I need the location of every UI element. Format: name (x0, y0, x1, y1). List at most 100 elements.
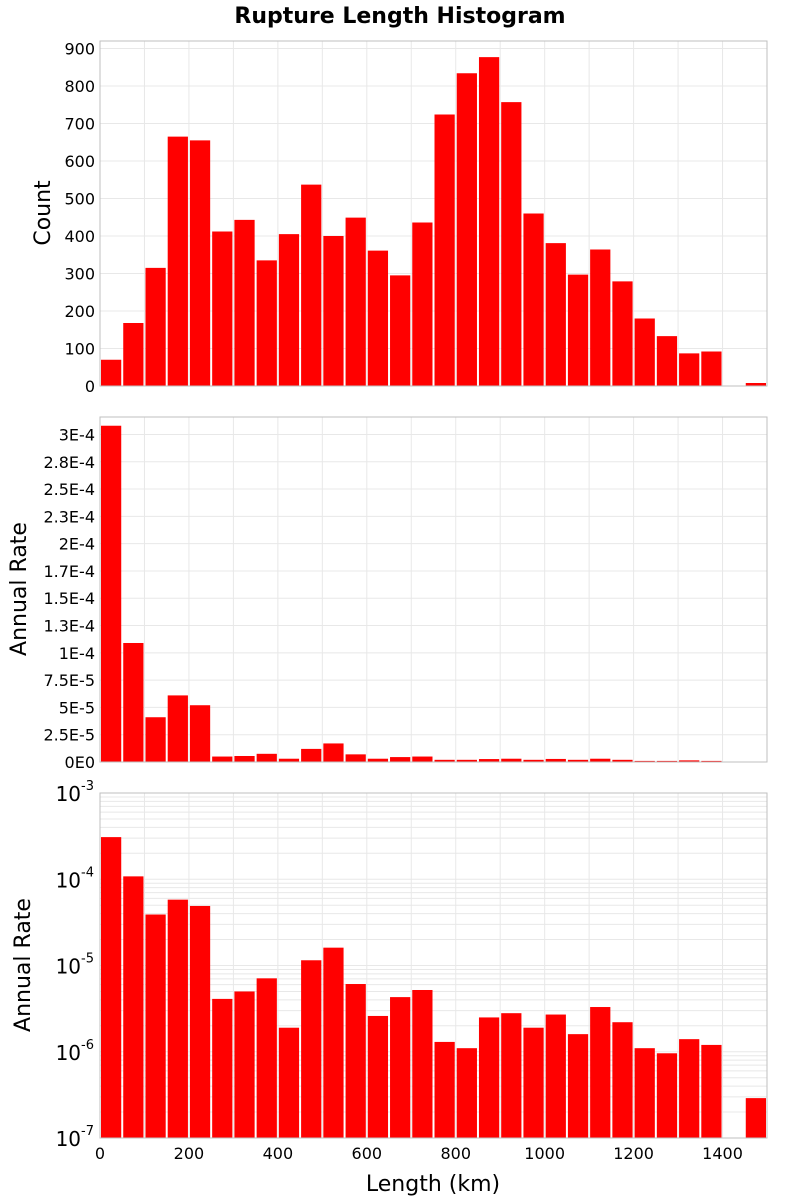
histogram-bar (189, 905, 211, 1138)
x-axis-label: Length (km) (366, 1172, 500, 1197)
histogram-bar (212, 231, 233, 386)
histogram-bar (634, 1048, 655, 1138)
y-tick-label: 10-5 (56, 952, 94, 979)
y-axis-label: Annual Rate (7, 522, 32, 656)
histogram-bar (123, 876, 144, 1138)
y-tick-label: 300 (64, 265, 95, 284)
histogram-bar (456, 759, 477, 762)
y-tick-label: 1E-4 (59, 644, 95, 663)
count-histogram-panel: 0 100 200 300 400 500 600 700 800 900 Count (31, 40, 768, 396)
histogram-bar (434, 1041, 455, 1138)
histogram-bar (501, 758, 522, 762)
histogram-bar (212, 998, 233, 1138)
histogram-bar (745, 1098, 766, 1138)
histogram-bar (189, 705, 211, 762)
histogram-bar (478, 57, 500, 386)
plot-frame (99, 792, 768, 1139)
x-tick-label: 400 (263, 1144, 294, 1163)
annual-rate-linear-panel: 0E0 2.5E-5 5E-5 7.5E-5 1E-4 1.3E-4 1.5E-4 1.7E-… (7, 416, 768, 772)
x-tick-label: 0 (95, 1144, 105, 1163)
histogram-bar (545, 1014, 566, 1138)
histogram-bar (523, 1027, 544, 1138)
histogram-bar (301, 960, 322, 1138)
y-tick-label: 600 (64, 152, 95, 171)
histogram-bar (478, 759, 500, 762)
histogram-bar (256, 753, 277, 762)
histogram-bar (434, 114, 455, 386)
x-tick-label: 1000 (524, 1144, 565, 1163)
histogram-bar (501, 102, 522, 386)
y-tick-label: 10-4 (56, 865, 94, 892)
x-tick-label: 1400 (702, 1144, 743, 1163)
y-tick-label: 100 (64, 340, 95, 359)
histogram-bar (367, 1015, 389, 1138)
histogram-bar (679, 760, 700, 762)
histogram-bar (323, 236, 344, 386)
y-tick-label: 700 (64, 115, 95, 134)
y-tick-label: 10-7 (56, 1124, 94, 1151)
y-tick-label: 10-6 (56, 1038, 94, 1065)
y-tick-label: 2.8E-4 (43, 453, 95, 472)
histogram-bar (523, 213, 544, 386)
y-tick-label: 2.5E-4 (43, 480, 95, 499)
y-tick-label: 1.3E-4 (43, 617, 95, 636)
histogram-bar (478, 1017, 500, 1138)
y-tick-label: 10-3 (56, 779, 94, 806)
histogram-bar (567, 759, 589, 762)
histogram-bar (278, 758, 300, 762)
histogram-bar (345, 984, 366, 1138)
histogram-bar (590, 758, 611, 762)
histogram-bar (167, 695, 188, 762)
histogram-bar (123, 323, 144, 386)
histogram-bar (278, 234, 300, 386)
histogram-bar (679, 1039, 700, 1138)
y-tick-label: 5E-5 (59, 698, 95, 717)
histogram-bar (145, 914, 166, 1138)
histogram-bar (367, 250, 389, 386)
plot-frame (99, 416, 768, 763)
histogram-bar (701, 760, 722, 762)
histogram-bar (701, 1044, 722, 1138)
histogram-bar (634, 760, 655, 762)
histogram-bar (212, 756, 233, 762)
histogram-bar (390, 997, 411, 1138)
histogram-bar (545, 243, 566, 386)
y-tick-label: 1.7E-4 (43, 562, 95, 581)
histogram-bar (656, 336, 678, 386)
histogram-bar (145, 267, 166, 386)
histogram-bar (345, 754, 366, 762)
y-tick-label: 7.5E-5 (43, 671, 95, 690)
y-tick-label: 500 (64, 190, 95, 209)
histogram-bar (189, 140, 211, 386)
y-tick-label: 2.3E-4 (43, 507, 95, 526)
histogram-bar (545, 758, 566, 762)
y-tick-label: 400 (64, 227, 95, 246)
histogram-bar (101, 837, 122, 1138)
plot-area (100, 417, 767, 762)
figure-title: Rupture Length Histogram (234, 4, 565, 29)
y-tick-label: 0 (85, 377, 95, 396)
y-tick-label: 0E0 (65, 753, 95, 772)
histogram-bar (412, 222, 433, 386)
y-tick-label: 3E-4 (59, 425, 95, 444)
histogram-bar (412, 756, 433, 762)
x-tick-label: 800 (440, 1144, 471, 1163)
histogram-bar (590, 249, 611, 386)
histogram-bar (323, 743, 344, 762)
y-axis-label: Count (31, 180, 56, 246)
histogram-bar (390, 275, 411, 386)
histogram-bar (679, 353, 700, 386)
y-tick-label: 1.5E-4 (43, 589, 95, 608)
annual-rate-log-panel: 10-7 10-6 10-5 10-4 10-3 0 200 400 600 800 1000 120… (11, 779, 768, 1163)
histogram-bar (434, 759, 455, 762)
y-tick-label: 200 (64, 302, 95, 321)
y-tick-label: 900 (64, 40, 95, 59)
histogram-bar (167, 136, 188, 386)
histogram-bar (123, 642, 144, 762)
histogram-bar (412, 989, 433, 1138)
histogram-bar (656, 760, 678, 762)
histogram-bar (634, 318, 655, 386)
x-tick-label: 1200 (613, 1144, 654, 1163)
histogram-bar (390, 757, 411, 762)
